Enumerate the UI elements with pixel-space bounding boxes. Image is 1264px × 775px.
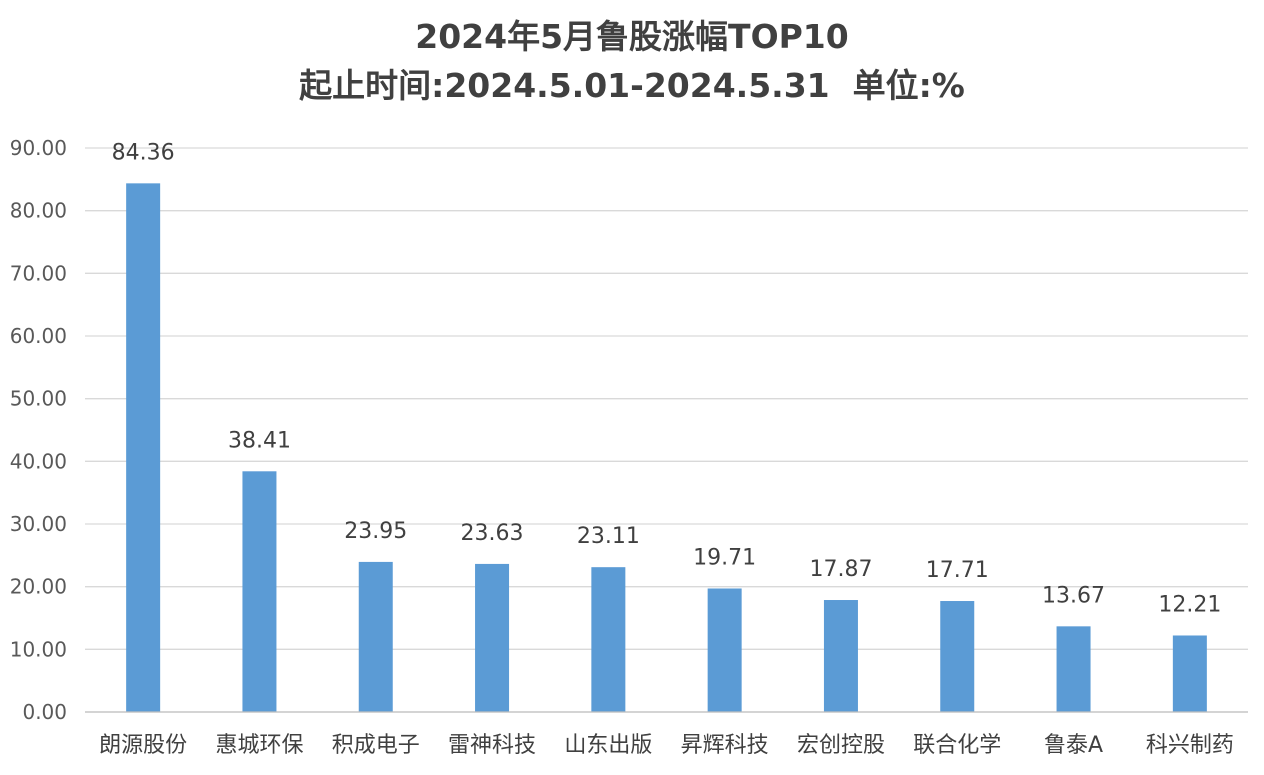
x-tick-label: 昇辉科技 — [681, 733, 769, 758]
x-tick-label: 雷神科技 — [448, 733, 536, 758]
x-tick-label: 积成电子 — [332, 733, 420, 758]
x-tick-label: 山东出版 — [564, 733, 652, 758]
data-label: 38.41 — [228, 428, 291, 453]
y-tick-label: 60.00 — [10, 324, 67, 348]
y-tick-label: 30.00 — [10, 512, 67, 536]
y-tick-label: 70.00 — [10, 261, 67, 285]
gridlines — [85, 147, 1248, 713]
y-tick-label: 0.00 — [22, 700, 67, 724]
data-label: 23.95 — [344, 519, 407, 544]
bar — [1172, 635, 1207, 712]
x-tick-label: 惠城环保 — [215, 733, 303, 758]
y-axis: 0.00 10.00 20.00 30.00 40.00 50.00 60.00 70.00 8… — [10, 136, 67, 724]
x-tick-label: 朗源股份 — [99, 733, 187, 758]
x-tick-label: 联合化学 — [913, 733, 1001, 758]
data-label: 17.87 — [809, 557, 872, 582]
data-label: 23.11 — [577, 524, 640, 549]
y-tick-label: 50.00 — [10, 387, 67, 411]
x-axis: 朗源股份 惠城环保 积成电子 雷神科技 山东出版 昇辉科技 宏创控股 联合化学 鲁泰A 科兴制药 — [85, 711, 1248, 758]
x-tick-label: 宏创控股 — [797, 733, 885, 758]
data-label: 13.67 — [1042, 583, 1105, 608]
data-label: 19.71 — [693, 545, 756, 570]
data-label: 12.21 — [1158, 592, 1221, 617]
data-label: 17.71 — [926, 558, 989, 583]
bars — [126, 183, 1207, 712]
bar — [475, 563, 510, 712]
bar — [358, 561, 393, 712]
bar — [591, 567, 626, 712]
y-tick-label: 90.00 — [10, 136, 67, 160]
y-tick-label: 40.00 — [10, 449, 67, 473]
x-tick-label: 科兴制药 — [1146, 733, 1234, 758]
bar — [1056, 626, 1091, 712]
bar — [940, 601, 975, 712]
data-labels: 84.36 38.41 23.95 23.63 23.11 19.71 17.87 17.71… — [112, 140, 1222, 617]
bar — [242, 471, 277, 712]
chart-subtitle: 起止时间:2024.5.01-2024.5.31 单位:% — [299, 66, 965, 105]
y-tick-label: 20.00 — [10, 575, 67, 599]
bar — [707, 588, 742, 712]
bar — [823, 600, 858, 712]
x-tick-label: 鲁泰A — [1044, 733, 1103, 758]
y-tick-label: 10.00 — [10, 637, 67, 661]
bar — [126, 183, 161, 712]
y-tick-label: 80.00 — [10, 199, 67, 223]
data-label: 84.36 — [112, 140, 175, 165]
chart-title: 2024年5月鲁股涨幅TOP10 — [415, 17, 848, 56]
data-label: 23.63 — [461, 521, 524, 546]
